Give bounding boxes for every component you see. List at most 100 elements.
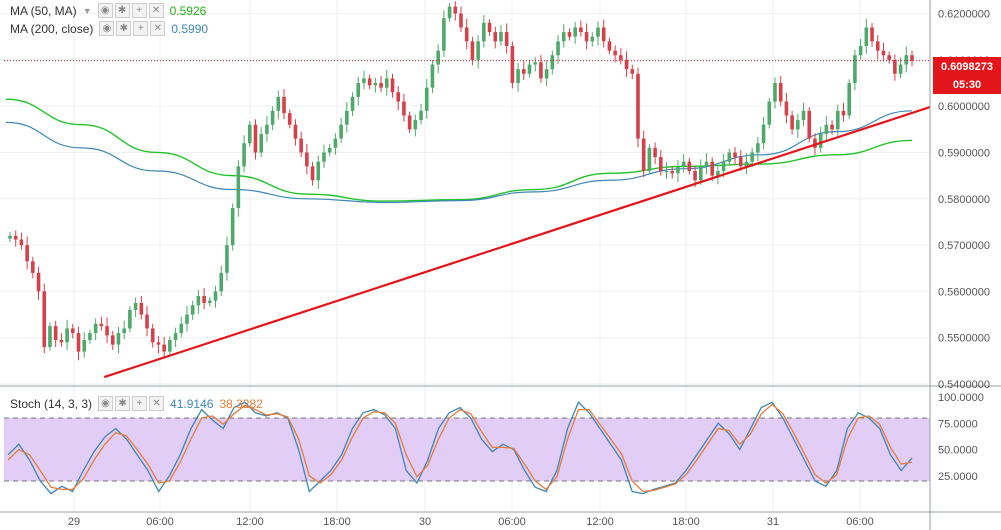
countdown-tag: 05:30 [933, 75, 1001, 94]
candle [579, 20, 583, 37]
candle [316, 155, 321, 189]
time-tick-label: 12:00 [586, 516, 614, 528]
candle [527, 60, 532, 78]
candle [390, 73, 395, 98]
candle [362, 70, 366, 90]
price-tick-label: 0.5900000 [938, 147, 990, 159]
candle [664, 162, 669, 179]
candle [42, 283, 47, 354]
candle [544, 60, 549, 87]
candle [539, 55, 543, 83]
candle [213, 286, 218, 308]
candle [487, 19, 492, 36]
ma50-legend[interactable]: MA (50, MA) ▼ ◉ ✱ + ✕ 0.5926 [10, 3, 206, 18]
candle [499, 25, 503, 46]
candle [778, 75, 783, 107]
candle [756, 137, 760, 162]
candle [82, 332, 87, 358]
ma200-legend[interactable]: MA (200, close) ◉ ✱ + ✕ 0.5990 [10, 21, 208, 36]
candle [424, 78, 429, 119]
stoch-tick-label: 75.0000 [938, 418, 978, 430]
ma50-controls[interactable]: ◉ ✱ + ✕ [97, 3, 164, 18]
candle [53, 320, 58, 348]
candle [373, 77, 378, 93]
candle [516, 62, 520, 92]
candle [556, 35, 560, 64]
candle [716, 164, 720, 185]
close-icon[interactable]: ✕ [149, 396, 165, 411]
candle [807, 107, 812, 143]
candle [282, 89, 286, 120]
add-icon[interactable]: + [133, 21, 149, 36]
candle [561, 24, 566, 48]
eye-icon[interactable]: ◉ [98, 396, 114, 411]
time-tick-label: 30 [419, 516, 431, 528]
time-tick-label: 12:00 [236, 516, 264, 528]
close-icon[interactable]: ✕ [148, 3, 164, 18]
candle [573, 22, 577, 44]
time-tick-label: 06:00 [498, 516, 526, 528]
candle [681, 153, 686, 173]
candle [830, 120, 834, 135]
candle [379, 75, 383, 93]
gear-icon[interactable]: ✱ [116, 21, 132, 36]
candle [641, 130, 646, 178]
candle [727, 148, 732, 166]
stoch-k-value: 41.9146 [170, 396, 214, 411]
candle [521, 61, 526, 80]
candle [236, 160, 241, 217]
time-tick-label: 06:00 [146, 516, 174, 528]
candle [607, 37, 612, 55]
candle [864, 18, 869, 54]
candle [853, 49, 857, 91]
candle [219, 265, 224, 296]
candle [259, 126, 263, 158]
ma200-controls[interactable]: ◉ ✱ + ✕ [99, 21, 166, 36]
ma50-value: 0.5926 [169, 3, 207, 18]
price-tick-label: 0.5500000 [938, 333, 990, 345]
candle [430, 59, 435, 94]
gear-icon[interactable]: ✱ [115, 396, 131, 411]
stoch-label: Stoch (14, 3, 3) [10, 396, 93, 411]
candle [13, 230, 18, 247]
candle [276, 90, 281, 120]
candle [48, 322, 52, 351]
candle [459, 6, 463, 33]
stoch-controls[interactable]: ◉ ✱ + ✕ [98, 396, 165, 411]
add-icon[interactable]: + [131, 3, 147, 18]
candle [676, 160, 680, 183]
chevron-down-icon[interactable]: ▼ [82, 5, 92, 16]
candle [482, 14, 486, 48]
candle [881, 42, 886, 62]
stoch-legend[interactable]: Stoch (14, 3, 3) ◉ ✱ + ✕ 41.9146 38.3282 [10, 396, 263, 411]
candle [110, 330, 115, 351]
candle [875, 35, 880, 60]
stoch-tick-label: 50.0000 [938, 445, 978, 457]
time-tick-label: 06:00 [846, 516, 874, 528]
candle [145, 305, 149, 337]
candle [887, 51, 891, 64]
candle [653, 142, 657, 165]
candle [733, 147, 737, 165]
add-icon[interactable]: + [132, 396, 148, 411]
candle [196, 289, 201, 314]
price-tick-label: 0.5400000 [938, 379, 990, 391]
stoch-d-value: 38.3282 [219, 396, 263, 411]
candle [327, 144, 332, 157]
candle [835, 104, 840, 139]
ma200-value: 0.5990 [171, 21, 209, 36]
candle [613, 45, 617, 63]
eye-icon[interactable]: ◉ [97, 3, 113, 18]
ma200-line [5, 110, 913, 204]
close-icon[interactable]: ✕ [150, 21, 166, 36]
gear-icon[interactable]: ✱ [114, 3, 130, 18]
candle [601, 19, 606, 48]
candle [339, 117, 343, 144]
candle [173, 327, 178, 348]
candle [630, 64, 635, 80]
candle [818, 126, 823, 153]
candle [636, 67, 640, 148]
eye-icon[interactable]: ◉ [99, 21, 115, 36]
candle [870, 22, 874, 47]
